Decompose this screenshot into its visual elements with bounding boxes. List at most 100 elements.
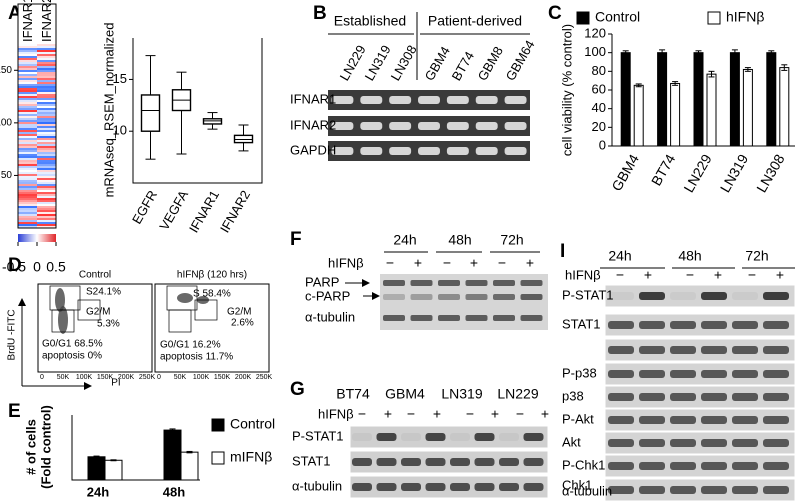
- blot-i-band: [701, 439, 727, 447]
- heatmap-cell: [18, 130, 37, 133]
- blot-i-band: [639, 346, 665, 354]
- density: [55, 288, 65, 312]
- heatmap-cell: [37, 156, 56, 159]
- blot-b-band: [360, 96, 383, 104]
- heatmap-cell: [37, 66, 56, 69]
- heatmap-cell: [37, 52, 56, 55]
- column-label: IFNAR1: [20, 0, 35, 42]
- heatmap-cell: [37, 74, 56, 77]
- heatmap-cell: [18, 170, 37, 173]
- gate-label: G0/G1 16.2%: [160, 340, 221, 351]
- heatmap-cell: [37, 198, 56, 201]
- y-axis-label: (Fold control): [38, 405, 53, 489]
- heatmap-cell: [37, 144, 56, 147]
- flow-frame: [154, 283, 270, 373]
- heatmap-cell: [18, 98, 37, 101]
- heatmap-cell: [37, 76, 56, 79]
- blot-f-band: [383, 294, 405, 300]
- heatmap-cell: [18, 156, 37, 159]
- sign-label: −: [516, 406, 524, 422]
- blot-i-band: [701, 346, 727, 354]
- blot-b-band: [475, 96, 498, 104]
- x-tick-label: IFNAR2: [217, 188, 253, 236]
- heatmap-cell: [37, 100, 56, 103]
- heatmap-cell: [37, 108, 56, 111]
- blot-i-band: [639, 439, 665, 447]
- blot-i-band: [608, 346, 634, 354]
- heatmap-cell: [37, 44, 56, 47]
- heatmap-cell: [37, 184, 56, 187]
- blot-i-bg: [604, 284, 796, 308]
- axes: [132, 38, 263, 184]
- box: [233, 134, 254, 144]
- blot-i-band: [670, 393, 696, 401]
- heatmap-cell: [18, 144, 37, 147]
- heatmap-cell: [18, 94, 37, 97]
- heatmap-cell: [18, 176, 37, 179]
- blot-f-bg: [380, 274, 548, 330]
- blot-i-bg: [604, 431, 796, 455]
- y-tick-label: 10: [113, 123, 127, 138]
- heatmap-cell: [37, 224, 56, 227]
- treatment-label: hIFNβ: [328, 255, 364, 270]
- heatmap-cell: [18, 118, 37, 121]
- blot-i-band: [701, 393, 727, 401]
- row-label: α-tubulin: [562, 483, 612, 498]
- heatmap-cell: [18, 106, 37, 109]
- x-tick-label: LN319: [717, 151, 752, 195]
- heatmap-cell: [18, 224, 37, 227]
- gate-label: apoptosis 0%: [42, 351, 102, 362]
- heatmap-cell: [18, 212, 37, 215]
- heatmap-cell: [37, 60, 56, 63]
- heatmap-cell: [18, 108, 37, 111]
- heatmap-cell: [37, 164, 56, 167]
- heatmap-cell: [37, 170, 56, 173]
- blot-f-band: [410, 280, 433, 286]
- bar: [766, 52, 777, 147]
- heatmap-cell: [18, 112, 37, 115]
- sign-label: +: [414, 255, 422, 271]
- heatmap-cell: [37, 208, 56, 211]
- x-tick-label: 150K: [97, 374, 114, 381]
- legend-label: Control: [595, 9, 640, 25]
- blot-b-band: [475, 122, 498, 130]
- blot-i-band: [732, 393, 758, 401]
- heatmap-cell: [18, 82, 37, 85]
- heatmap-cell: [18, 204, 37, 207]
- blot-b-band: [418, 96, 440, 104]
- blot-f-band: [493, 315, 515, 321]
- lane-label: GBM8: [475, 44, 506, 83]
- heatmap-cell: [37, 158, 56, 161]
- x-tick-label: 250K: [256, 374, 273, 381]
- panel-letter: B: [313, 3, 327, 24]
- legend-label: hIFNβ: [726, 9, 764, 25]
- row-label: P-p38: [562, 365, 597, 380]
- blot-i-band: [608, 292, 634, 300]
- heatmap-cell: [18, 198, 37, 201]
- y-axis-label: mRNAseq_RSEM_normalized: [101, 23, 116, 198]
- panel-letter: I: [560, 241, 565, 262]
- heatmap-cell: [37, 214, 56, 217]
- blot-i-band: [608, 439, 634, 447]
- blot-g-band: [401, 433, 421, 441]
- legend-swatch: [707, 11, 721, 25]
- sign-label: +: [714, 267, 722, 283]
- blot-f-band: [520, 315, 543, 321]
- sign-label: −: [616, 267, 624, 283]
- blot-g-band: [523, 483, 544, 491]
- heatmap-cell: [18, 190, 37, 193]
- blot-i-band: [639, 486, 665, 494]
- density: [177, 293, 193, 303]
- blot-b-band: [504, 96, 527, 104]
- sign-label: −: [466, 406, 474, 422]
- blot-g-band: [450, 433, 470, 441]
- colorbar: [18, 234, 56, 242]
- gate-label: S 58.4%: [193, 289, 231, 300]
- bar: [657, 52, 668, 147]
- heatmap-cell: [37, 130, 56, 133]
- plot-title: hIFNβ (120 hrs): [177, 270, 247, 281]
- legend-label: Control: [230, 416, 275, 432]
- blot-b-band: [504, 122, 527, 130]
- heatmap-cell: [37, 132, 56, 135]
- heatmap-cell: [18, 154, 37, 157]
